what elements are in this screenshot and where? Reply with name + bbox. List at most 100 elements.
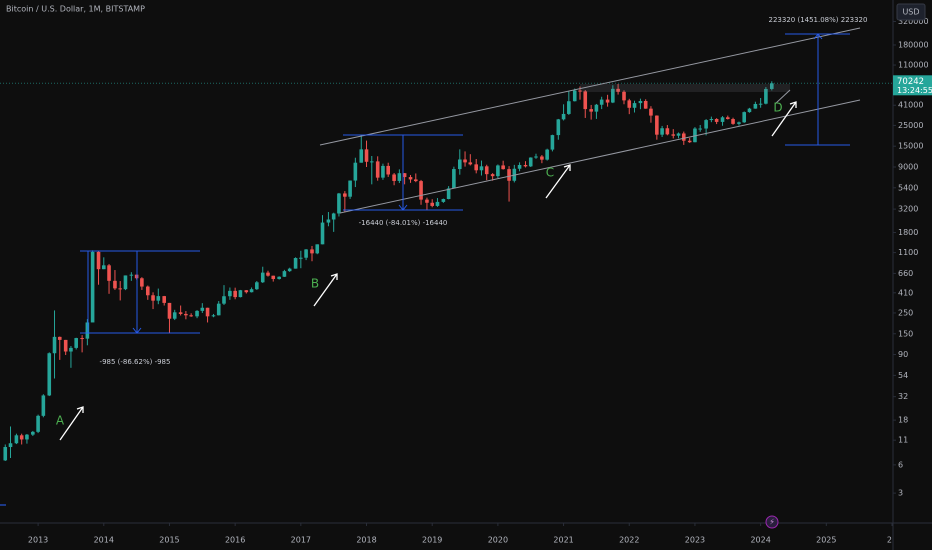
y-axis: 3 6 11 18 32 54 90 150 250 410 660 1100 1800 3200 5400…: [893, 17, 932, 498]
candle-body: [764, 88, 768, 104]
event-icon-glyph: ⚡: [769, 518, 775, 527]
measure-box: [785, 33, 850, 146]
trend-segment: [774, 89, 791, 105]
candle-body: [501, 165, 505, 170]
x-tick-label: 2017: [291, 536, 311, 545]
candle-body: [419, 181, 423, 200]
candle-body: [490, 174, 495, 177]
x-axis: 2013 2014 2015 2016 2017 2018 2019 2020 2021 2022…: [28, 523, 897, 545]
y-tick-label: 250: [898, 308, 913, 317]
candle-body: [118, 288, 123, 290]
candle-body: [25, 434, 29, 440]
y-tick-label: 5400: [898, 183, 918, 192]
y-tick-label: 110000: [898, 61, 929, 70]
candle-body: [167, 302, 172, 319]
candle-body: [496, 165, 500, 177]
candle-body: [348, 180, 352, 197]
candle-body: [534, 156, 538, 158]
candle-body: [665, 128, 670, 135]
candle-body: [69, 347, 73, 352]
x-tick-label: 2022: [619, 536, 639, 545]
candle-body: [660, 128, 664, 135]
currency-label: USD: [902, 8, 919, 17]
candle-body: [649, 108, 653, 116]
candle-body: [41, 395, 46, 416]
measure-box: [343, 134, 463, 211]
candle-body: [293, 258, 298, 269]
candle-body: [709, 118, 714, 121]
y-tick-label: 41000: [898, 101, 923, 110]
candle-body: [611, 88, 615, 103]
channel-bottom: [339, 99, 861, 214]
event-icon[interactable]: [765, 515, 779, 529]
y-tick-label: 1800: [898, 228, 918, 237]
candle-body: [556, 119, 561, 136]
candle-body: [605, 99, 610, 103]
candle-body: [63, 339, 68, 352]
candle-body: [616, 88, 620, 92]
candle-body: [457, 159, 462, 170]
y-tick-label: 15000: [898, 142, 923, 151]
y-tick-label: 11: [898, 436, 908, 445]
y-tick-label: 6: [898, 460, 903, 469]
candle-body: [31, 431, 35, 435]
x-tick-label: 2021: [553, 536, 573, 545]
candle-body: [594, 104, 599, 112]
label: B: [311, 277, 319, 291]
candle-body: [315, 244, 320, 254]
candle-body: [343, 193, 347, 197]
candle-body: [632, 103, 637, 108]
candle-body: [397, 173, 402, 181]
candle-body: [80, 338, 84, 340]
x-tick-label: 2018: [356, 536, 376, 545]
candle-body: [90, 251, 95, 323]
y-tick-label: 9000: [898, 162, 918, 171]
x-tick-label: 2020: [488, 536, 508, 545]
measure-label: -16440 (-84.01%) -16440: [359, 219, 448, 227]
candle-body: [725, 117, 730, 120]
candle-body: [737, 122, 741, 124]
candle-body: [550, 135, 555, 150]
candle-body: [714, 118, 719, 122]
candle-body: [627, 100, 632, 108]
candle-body: [540, 156, 544, 160]
y-tick-label: 1100: [898, 248, 918, 257]
label: D: [773, 101, 782, 115]
candle-body: [704, 120, 708, 129]
measure-label: -985 (-86.62%) -985: [100, 358, 171, 366]
candle-body: [260, 272, 265, 283]
candle-body: [353, 162, 358, 181]
x-tick-label: 2014: [94, 536, 114, 545]
price-tag: [893, 75, 932, 96]
y-tick-label: 18: [898, 416, 908, 425]
price-tag-label: 70242: [897, 77, 924, 87]
candle-body: [758, 103, 763, 105]
candle-body: [299, 257, 303, 259]
candle-body: [189, 315, 193, 317]
candle-body: [446, 188, 451, 200]
candle-body: [402, 173, 407, 178]
channel-top: [319, 27, 861, 146]
measure-label: 223320 (1451.08%) 223320: [769, 16, 868, 24]
label: A: [56, 414, 65, 428]
candle-body: [140, 278, 144, 287]
candle-body: [523, 165, 528, 167]
candle-body: [107, 265, 111, 281]
candle-body: [747, 108, 752, 113]
candle-body: [413, 179, 418, 182]
candle-body: [578, 90, 582, 92]
candle-body: [326, 219, 331, 223]
candle-body: [8, 443, 13, 448]
candle-body: [583, 91, 588, 110]
currency-button[interactable]: [896, 3, 926, 21]
candle-body: [205, 307, 210, 317]
candle-body: [369, 161, 374, 163]
candle-body: [178, 312, 183, 314]
y-tick-label: 3: [898, 489, 903, 498]
x-tick-label: 2024: [750, 536, 770, 545]
candle-body: [386, 165, 390, 175]
candle-body: [331, 213, 336, 220]
candle-body: [528, 157, 533, 167]
